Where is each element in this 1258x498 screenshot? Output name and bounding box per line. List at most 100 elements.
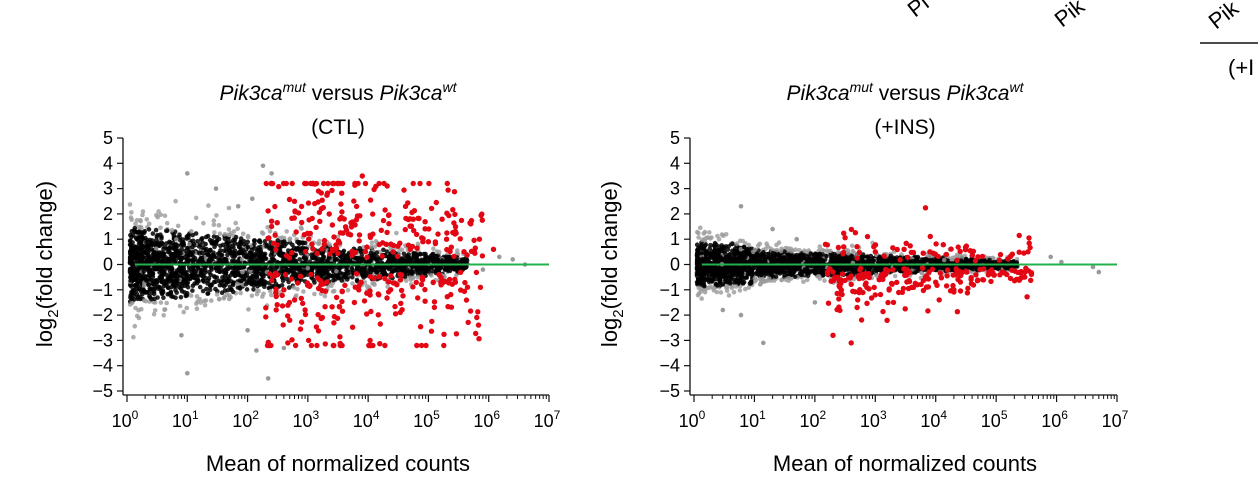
significant-point [384,183,390,189]
significant-point [417,180,423,187]
data-point [211,222,217,228]
data-point [140,209,146,214]
data-point [322,293,328,299]
outlier-point [250,196,255,201]
significant-point [291,215,297,221]
data-point [151,311,157,317]
data-point [265,225,270,230]
significant-point [422,219,428,225]
x-tick-label: 105 [413,408,440,431]
data-point [394,230,399,236]
data-point [245,235,251,240]
data-point [269,247,274,252]
data-point [169,252,175,257]
significant-point [362,249,368,255]
data-point [277,252,283,258]
data-point [240,269,245,275]
data-point [701,231,706,236]
significant-point [330,180,336,187]
significant-point [463,297,470,303]
significant-point [339,342,345,349]
significant-point [370,211,376,217]
significant-point [285,302,291,308]
title-gene2: Pik3ca [946,82,1009,105]
significant-point [462,279,468,286]
data-point [131,297,137,302]
data-point [164,220,170,226]
x-tick-label: 107 [1102,408,1129,431]
significant-point [293,229,299,235]
significant-point [367,234,374,240]
significant-point [431,304,438,311]
significant-point [439,216,445,222]
significant-point [422,286,428,293]
significant-point [342,282,348,289]
significant-point [313,324,320,330]
title-sup2: wt [442,79,457,95]
data-point [342,274,348,280]
data-point [423,269,429,275]
data-point [194,294,200,299]
significant-point [390,242,397,249]
significant-point [441,342,447,349]
x-tick-label: 103 [292,408,319,431]
data-point [327,242,333,247]
significant-point [368,308,374,315]
data-point [129,210,134,215]
significant-point [322,304,328,310]
data-point [331,278,336,283]
data-point [195,299,200,304]
data-point [212,230,217,235]
y-tick-label: −5 [659,381,680,401]
data-point [350,281,355,286]
significant-point [292,342,299,349]
data-point [850,267,855,273]
data-point [136,307,141,313]
data-point [221,296,227,301]
data-point [141,230,147,235]
significant-point [317,218,323,224]
data-point [335,274,340,280]
data-point [177,266,182,271]
significant-point [356,232,363,238]
x-tick-label: 107 [534,408,561,431]
significant-point [285,313,291,319]
significant-point [375,291,381,297]
data-point [410,271,415,276]
significant-point [364,254,370,260]
data-point [226,296,232,302]
data-point [132,229,138,235]
data-point [731,289,737,295]
data-point [221,248,227,254]
data-point [145,243,151,249]
data-point [127,202,133,207]
ma-plot-ctl: Pik3camut versus Pik3cawt (CTL) 543210−1… [32,79,561,476]
data-point [143,277,149,283]
data-point [167,246,173,251]
data-point [161,313,166,318]
data-point [133,277,138,283]
data-point [298,225,304,230]
title-sup1: mut [283,79,307,95]
data-point [252,241,257,246]
title-gene2: Pik3ca [379,82,442,105]
data-point [141,288,147,293]
significant-point [308,342,315,349]
significant-point [339,180,346,187]
data-point [202,302,208,308]
significant-point [476,236,483,242]
data-point [167,278,172,284]
data-point [411,250,417,256]
data-point [200,288,206,294]
significant-point [399,307,405,313]
significant-point [411,208,418,214]
data-point [269,256,275,262]
significant-point [351,299,358,306]
data-point [286,285,292,290]
data-point [206,203,211,208]
significant-point [428,328,435,334]
significant-point [418,342,425,349]
data-point [220,275,225,280]
data-point [173,287,178,293]
